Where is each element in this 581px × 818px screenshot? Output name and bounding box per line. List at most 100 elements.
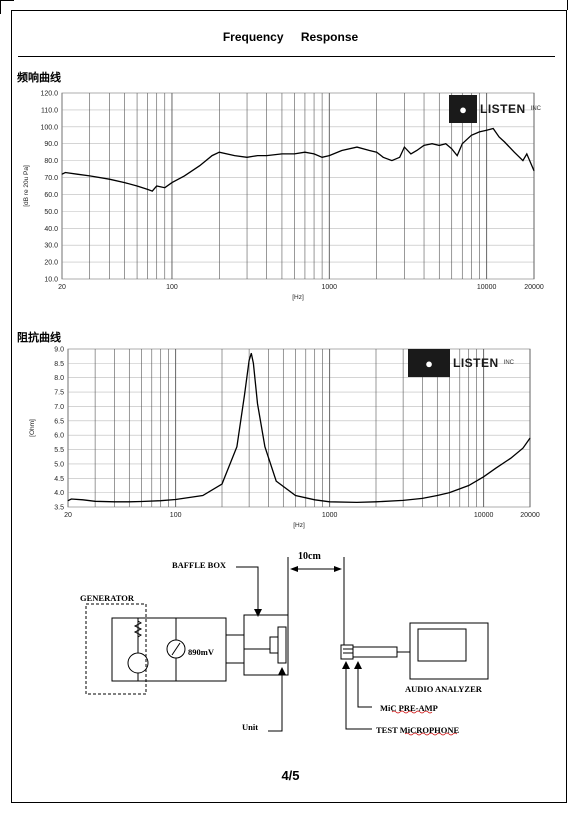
- data-point: [221, 483, 223, 485]
- series-line: [67, 353, 531, 504]
- data-point: [234, 155, 236, 156]
- y-tick-label: 4.0: [54, 490, 64, 497]
- data-point: [61, 173, 63, 175]
- data-point: [244, 394, 245, 396]
- y-axis-label: [Ohm]: [29, 419, 36, 437]
- data-point: [114, 501, 115, 503]
- speaker-unit: [277, 626, 287, 664]
- data-point: [151, 190, 153, 192]
- y-tick-label: 8.5: [54, 361, 64, 368]
- data-point: [281, 153, 283, 155]
- y-tick-label: 5.0: [54, 461, 64, 468]
- data-point: [436, 495, 438, 496]
- y-tick-label: 4.5: [54, 476, 64, 483]
- x-tick-label: 10000: [474, 512, 494, 519]
- frequency-response-chart: 120.0 110.0 100.0 90.0 80.0 70.0 60.0 50.0 40.0 3…: [23, 91, 544, 302]
- audio-analyzer: [409, 622, 489, 680]
- data-point: [399, 156, 401, 158]
- data-point: [423, 145, 425, 146]
- data-point: [498, 136, 500, 138]
- data-point: [391, 160, 393, 161]
- y-tick-label: 30.0: [44, 243, 58, 250]
- crop-mark: [0, 0, 1, 14]
- x-tick-label: 100: [166, 284, 178, 291]
- resistor-icon: [133, 620, 143, 638]
- logo-text: LISTEN: [453, 356, 499, 370]
- data-point: [468, 485, 470, 486]
- data-point: [128, 501, 130, 503]
- unit-label: Unit: [242, 722, 259, 732]
- impedance-section-label: 阻抗曲线: [17, 331, 61, 344]
- data-point: [522, 447, 524, 449]
- y-tick-label: 7.0: [54, 404, 64, 411]
- data-point: [199, 165, 201, 167]
- data-point: [89, 175, 91, 177]
- data-point: [416, 150, 418, 151]
- x-tick-label: 20000: [520, 512, 540, 519]
- data-point: [248, 360, 250, 361]
- data-point: [495, 467, 497, 469]
- data-point: [253, 363, 254, 364]
- data-point: [449, 492, 450, 493]
- crop-mark: [567, 0, 568, 10]
- data-point: [328, 155, 330, 156]
- data-point: [304, 151, 306, 153]
- y-tick-label: 3.5: [54, 505, 64, 512]
- data-point: [184, 175, 185, 177]
- generator-box: [85, 603, 147, 695]
- y-tick-label: 6.5: [54, 418, 64, 425]
- data-point: [218, 151, 220, 153]
- generator-label: GENERATOR: [80, 593, 135, 603]
- x-tick-label: 100: [170, 512, 182, 519]
- voltage-label: 890mV: [188, 647, 214, 657]
- x-tick-label: 1000: [322, 284, 338, 291]
- brand-logo: ● LISTEN INC: [449, 95, 541, 123]
- data-point: [109, 178, 110, 180]
- data-point: [479, 131, 480, 133]
- data-point: [76, 173, 78, 175]
- data-point: [341, 150, 343, 151]
- test-setup-diagram: [85, 557, 489, 736]
- data-point: [294, 153, 295, 155]
- x-tick-label: 20000: [524, 284, 544, 291]
- data-point: [369, 150, 370, 151]
- page-frame: [11, 10, 567, 803]
- data-point: [356, 146, 358, 148]
- data-point: [257, 155, 258, 156]
- data-point: [522, 160, 524, 161]
- data-point: [456, 155, 458, 156]
- data-point: [70, 498, 72, 500]
- data-point: [147, 189, 149, 190]
- title-divider: [18, 56, 555, 57]
- y-tick-label: 8.0: [54, 375, 64, 382]
- baffle-box-label: BAFFLE BOX: [172, 560, 227, 570]
- data-point: [246, 156, 248, 158]
- data-point: [438, 145, 440, 146]
- y-tick-label: 70.0: [44, 175, 58, 182]
- data-point: [329, 501, 330, 503]
- data-point: [175, 499, 177, 500]
- data-point: [266, 155, 268, 156]
- data-point: [402, 500, 404, 501]
- y-tick-label: 40.0: [44, 226, 58, 233]
- baffle-box: [243, 614, 289, 676]
- y-tick-label: 100.0: [40, 124, 58, 131]
- data-point: [382, 156, 384, 158]
- y-axis-label: [dB re 20u Pa]: [23, 165, 30, 207]
- data-point: [211, 155, 213, 156]
- mic-preamp: [352, 646, 398, 658]
- data-point: [513, 151, 515, 153]
- y-tick-label: 9.0: [54, 347, 64, 354]
- data-point: [321, 156, 323, 158]
- data-point: [64, 172, 66, 173]
- x-tick-label: 1000: [322, 512, 338, 519]
- listener-head-icon: ●: [408, 349, 450, 377]
- test-microphone: [340, 644, 354, 660]
- x-axis-label: [Hz]: [293, 522, 305, 529]
- x-tick-label: 20: [64, 512, 72, 519]
- data-point: [156, 185, 158, 187]
- y-tick-label: 120.0: [40, 91, 58, 98]
- data-point: [356, 502, 358, 503]
- generator-circuit: [111, 617, 227, 682]
- y-tick-label: 7.5: [54, 390, 64, 397]
